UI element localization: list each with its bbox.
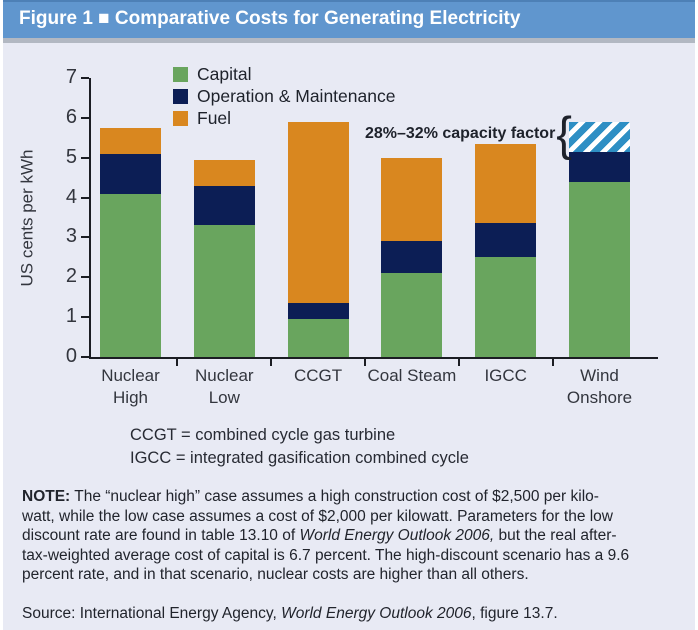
- bar-igcc: [475, 143, 537, 357]
- x-axis-label-coal-steam: Coal Steam: [367, 366, 457, 385]
- source-text: Source: International Energy Agency, Wor…: [22, 605, 558, 622]
- legend-item-fuel: Fuel: [173, 107, 395, 128]
- bar-nuclear-low: [193, 159, 255, 357]
- segment-capital: [193, 225, 255, 357]
- y-axis-tick: [81, 356, 89, 358]
- y-axis-tick: [81, 276, 89, 279]
- y-axis-tick: [81, 196, 89, 199]
- x-axis-tick: [551, 359, 554, 366]
- x-axis-label-igcc: IGCC: [484, 366, 527, 385]
- bar-ccgt: [287, 121, 349, 357]
- fuel-swatch-icon: [173, 110, 188, 126]
- legend-label: Fuel: [197, 107, 232, 128]
- x-axis-label-wind-onshore: Wind Onshore: [566, 366, 633, 407]
- annotation-text: 28%–32% capacity factor: [364, 125, 556, 142]
- y-axis-tick-label: 6: [65, 105, 77, 128]
- y-axis-tick: [81, 316, 89, 319]
- segment-fuel: [287, 121, 349, 304]
- y-axis-tick: [81, 77, 89, 79]
- y-axis-tick-label: 7: [65, 66, 77, 88]
- bar-nuclear-high: [100, 127, 161, 357]
- segment-fuel: [193, 159, 255, 186]
- capital-swatch-icon: [173, 66, 188, 82]
- x-axis-tick: [457, 359, 460, 366]
- segment-operation: [100, 153, 161, 194]
- ccgt-definition: CCGT = combined cycle gas turbine: [130, 426, 396, 444]
- capacity-factor-annotation: 28%–32% capacity factor {: [330, 110, 572, 158]
- y-axis-tick: [81, 236, 89, 239]
- figure-title-bar: Figure 1 ■ Comparative Costs for Generat…: [3, 0, 695, 38]
- segment-capital: [475, 257, 537, 357]
- y-axis-tick: [81, 116, 89, 119]
- plot-area: 0 1 2 3 4 5 6 7 Nuclear High Nuclear Low CCGT Coal …: [66, 66, 658, 407]
- segment-operation: [287, 303, 349, 320]
- segment-capital: [569, 181, 630, 357]
- y-axis-tick: [81, 156, 89, 159]
- segment-fuel: [475, 143, 537, 224]
- segment-fuel: [381, 157, 443, 242]
- x-axis-label-ccgt: CCGT: [294, 366, 343, 385]
- x-axis-label-nuclear-high: Nuclear High: [101, 366, 160, 407]
- x-axis-tick: [364, 359, 366, 366]
- segment-operation: [475, 223, 537, 258]
- segment-fuel: [100, 127, 161, 154]
- y-axis-tick-label: 5: [65, 145, 77, 168]
- segment-operation: [569, 151, 630, 182]
- igcc-definition: IGCC = integrated gasification combined …: [130, 449, 469, 467]
- x-axis-tick: [270, 359, 273, 366]
- brace-icon: {: [556, 107, 572, 160]
- legend-item-capital: Capital: [173, 63, 395, 84]
- bar-coal-steam: [381, 157, 443, 357]
- segment-capital: [100, 193, 161, 357]
- header-divider: [3, 38, 695, 43]
- chart-legend: Capital Operation & Maintenance Fuel: [173, 63, 396, 132]
- legend-item-om: Operation & Maintenance: [173, 85, 396, 106]
- legend-label: Operation & Maintenance: [197, 85, 396, 106]
- y-axis-tick-label: 4: [65, 185, 77, 208]
- segment-capital: [381, 273, 443, 357]
- segment-28%–32%: [569, 121, 630, 152]
- segment-capital: [287, 319, 349, 357]
- x-axis-tick: [176, 359, 179, 366]
- x-axis-label-nuclear-low: Nuclear Low: [195, 366, 254, 407]
- segment-operation: [193, 185, 255, 226]
- legend-label: Capital: [197, 63, 252, 84]
- segment-operation: [381, 241, 443, 274]
- om-swatch-icon: [173, 88, 188, 104]
- bar-wind-onshore: [569, 121, 630, 357]
- y-axis-tick-label: 1: [65, 305, 77, 328]
- y-axis-tick-label: 2: [65, 265, 77, 288]
- acronym-definitions: CCGT = combined cycle gas turbine IGCC =…: [130, 424, 469, 470]
- note-text: NOTE: The “nuclear high” case assumes a …: [22, 488, 630, 584]
- y-axis-tick-label: 3: [65, 225, 77, 248]
- y-axis-tick-label: 0: [65, 345, 77, 367]
- figure-title: Figure 1 ■ Comparative Costs for Generat…: [19, 8, 521, 29]
